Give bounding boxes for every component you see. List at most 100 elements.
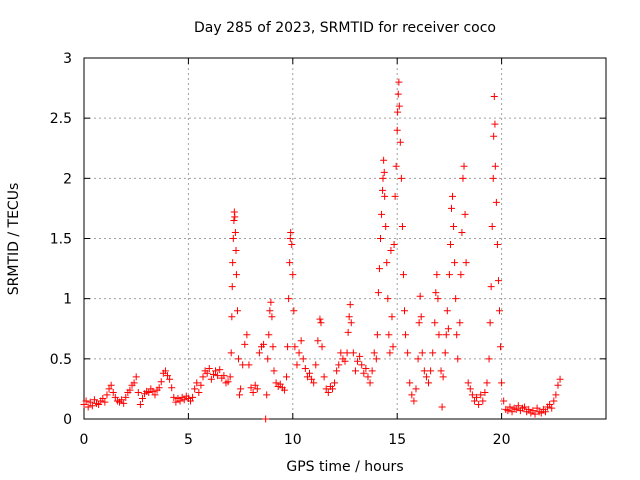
data-point-marker [460, 162, 468, 170]
data-point-marker [105, 385, 113, 393]
data-point-marker [356, 352, 364, 360]
data-point-marker [195, 389, 203, 397]
data-point-marker [493, 241, 501, 249]
data-point-marker [331, 379, 339, 387]
data-point-marker [390, 241, 398, 249]
data-point-marker [445, 271, 453, 279]
data-point-marker [320, 373, 328, 381]
data-point-marker [266, 307, 274, 315]
data-point-marker [299, 355, 307, 363]
data-point-marker [384, 295, 392, 303]
data-point-marker [389, 343, 397, 351]
data-point-marker [176, 397, 184, 405]
data-point-marker [253, 385, 261, 393]
data-point-marker [243, 331, 251, 339]
data-point-marker [193, 379, 201, 387]
data-point-marker [303, 373, 311, 381]
data-point-marker [372, 355, 380, 363]
data-point-marker [249, 389, 257, 397]
x-tick-label: 5 [184, 432, 193, 448]
data-point-marker [103, 391, 111, 399]
data-point-marker [466, 385, 474, 393]
data-point-marker [529, 407, 537, 415]
data-point-marker [88, 402, 96, 410]
data-point-marker [488, 222, 496, 230]
data-point-marker [431, 319, 439, 327]
y-tick-label: 2.5 [50, 111, 72, 127]
data-point-marker [126, 386, 134, 394]
data-point-marker [286, 259, 294, 267]
data-point-marker [172, 398, 180, 406]
data-point-marker [533, 404, 541, 412]
data-point-marker [391, 192, 399, 200]
data-point-marker [443, 307, 451, 315]
data-point-marker [394, 90, 402, 98]
data-point-marker [205, 364, 213, 372]
x-tick-label: 15 [388, 432, 406, 448]
data-point-marker [462, 259, 470, 267]
data-point-marker [255, 349, 263, 357]
y-tick-label: 0.5 [50, 352, 72, 368]
data-point-marker [316, 315, 324, 323]
data-point-marker [483, 379, 491, 387]
data-point-marker [486, 319, 494, 327]
axis-ticks: 0 0.5 1 1.5 2 2.5 3 0 5 10 15 20 [50, 51, 606, 448]
chart-title: Day 285 of 2023, SRMTID for receiver coc… [194, 20, 496, 36]
data-point-marker [394, 108, 402, 116]
data-point-marker [232, 247, 240, 255]
y-tick-label: 2 [63, 171, 72, 187]
data-point-marker [362, 364, 370, 372]
data-point-marker [481, 389, 489, 397]
data-point-marker [233, 307, 241, 315]
data-point-marker [441, 349, 449, 357]
data-point-marker [318, 343, 326, 351]
data-point-marker [550, 397, 558, 405]
data-point-marker [393, 126, 401, 134]
data-point-marker [237, 385, 245, 393]
data-point-marker [485, 355, 493, 363]
data-point-marker [333, 367, 341, 375]
data-point-marker [270, 367, 278, 375]
data-point-marker [189, 393, 197, 401]
data-point-marker [385, 331, 393, 339]
data-point-marker [354, 357, 362, 365]
data-point-marker [435, 331, 443, 339]
data-point-marker [231, 213, 239, 221]
data-point-marker [364, 373, 372, 381]
data-point-marker [491, 162, 499, 170]
data-point-marker [412, 385, 420, 393]
data-point-marker [285, 295, 293, 303]
data-point-marker [410, 397, 418, 405]
data-point-marker [145, 389, 153, 397]
data-point-marker [262, 415, 270, 423]
data-point-marker [344, 328, 352, 336]
data-point-marker [84, 403, 92, 411]
data-point-marker [374, 289, 382, 297]
data-point-marker [457, 271, 465, 279]
data-point-marker [383, 259, 391, 267]
data-point-marker [437, 367, 445, 375]
data-point-marker [514, 402, 522, 410]
data-point-marker [479, 397, 487, 405]
data-point-marker [508, 408, 516, 416]
data-point-marker [512, 405, 520, 413]
data-point-marker [95, 401, 103, 409]
data-point-marker [230, 216, 238, 224]
data-point-marker [227, 349, 235, 357]
data-point-marker [197, 381, 205, 389]
data-point-marker [349, 349, 357, 357]
data-point-marker [235, 355, 243, 363]
y-tick-label: 3 [63, 51, 72, 67]
data-point-marker [477, 391, 485, 399]
data-point-marker [444, 325, 452, 333]
data-point-marker [80, 401, 88, 409]
data-point-marker [209, 370, 217, 378]
data-point-marker [379, 186, 387, 194]
data-point-marker [456, 319, 464, 327]
data-point-marker [245, 361, 253, 369]
data-point-marker [458, 228, 466, 236]
data-point-marker [291, 343, 299, 351]
data-point-marker [380, 156, 388, 164]
data-point-marker [111, 393, 119, 401]
